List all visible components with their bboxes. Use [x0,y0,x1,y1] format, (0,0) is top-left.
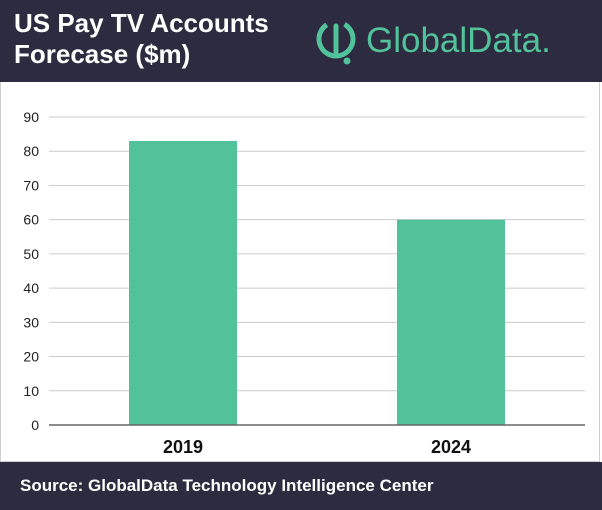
footer-banner: Source: GlobalData Technology Intelligen… [0,462,602,510]
y-tick-label-20: 20 [23,349,39,365]
globaldata-mark-icon [316,19,356,65]
x-tick-label-2019: 2019 [163,437,203,457]
title-line-2: Forecase ($m) [14,39,191,69]
x-tick-label-2024: 2024 [431,437,471,457]
y-tick-label-10: 10 [23,383,39,399]
y-tick-label-50: 50 [23,246,39,262]
y-tick-label-60: 60 [23,212,39,228]
bar-2024 [397,219,505,425]
title-line-1: US Pay TV Accounts [14,8,269,38]
bar-2019 [129,140,237,425]
bar-chart: 0 10 20 30 40 50 60 70 80 90 2019 2024 [23,109,585,457]
y-tick-label-0: 0 [31,417,39,433]
y-tick-label-70: 70 [23,177,39,193]
y-tick-label-30: 30 [23,314,39,330]
header-banner: US Pay TV Accounts Forecase ($m) GlobalD… [0,0,602,82]
chart-area: 0 10 20 30 40 50 60 70 80 90 2019 2024 [0,82,600,462]
chart-title: US Pay TV Accounts Forecase ($m) [14,8,304,70]
brand-name: GlobalData. [366,21,551,60]
y-tick-label-80: 80 [23,143,39,159]
y-tick-label-40: 40 [23,280,39,296]
source-text: Source: GlobalData Technology Intelligen… [20,476,434,495]
y-tick-label-90: 90 [23,109,39,125]
globaldata-logo: GlobalData. [312,12,594,68]
